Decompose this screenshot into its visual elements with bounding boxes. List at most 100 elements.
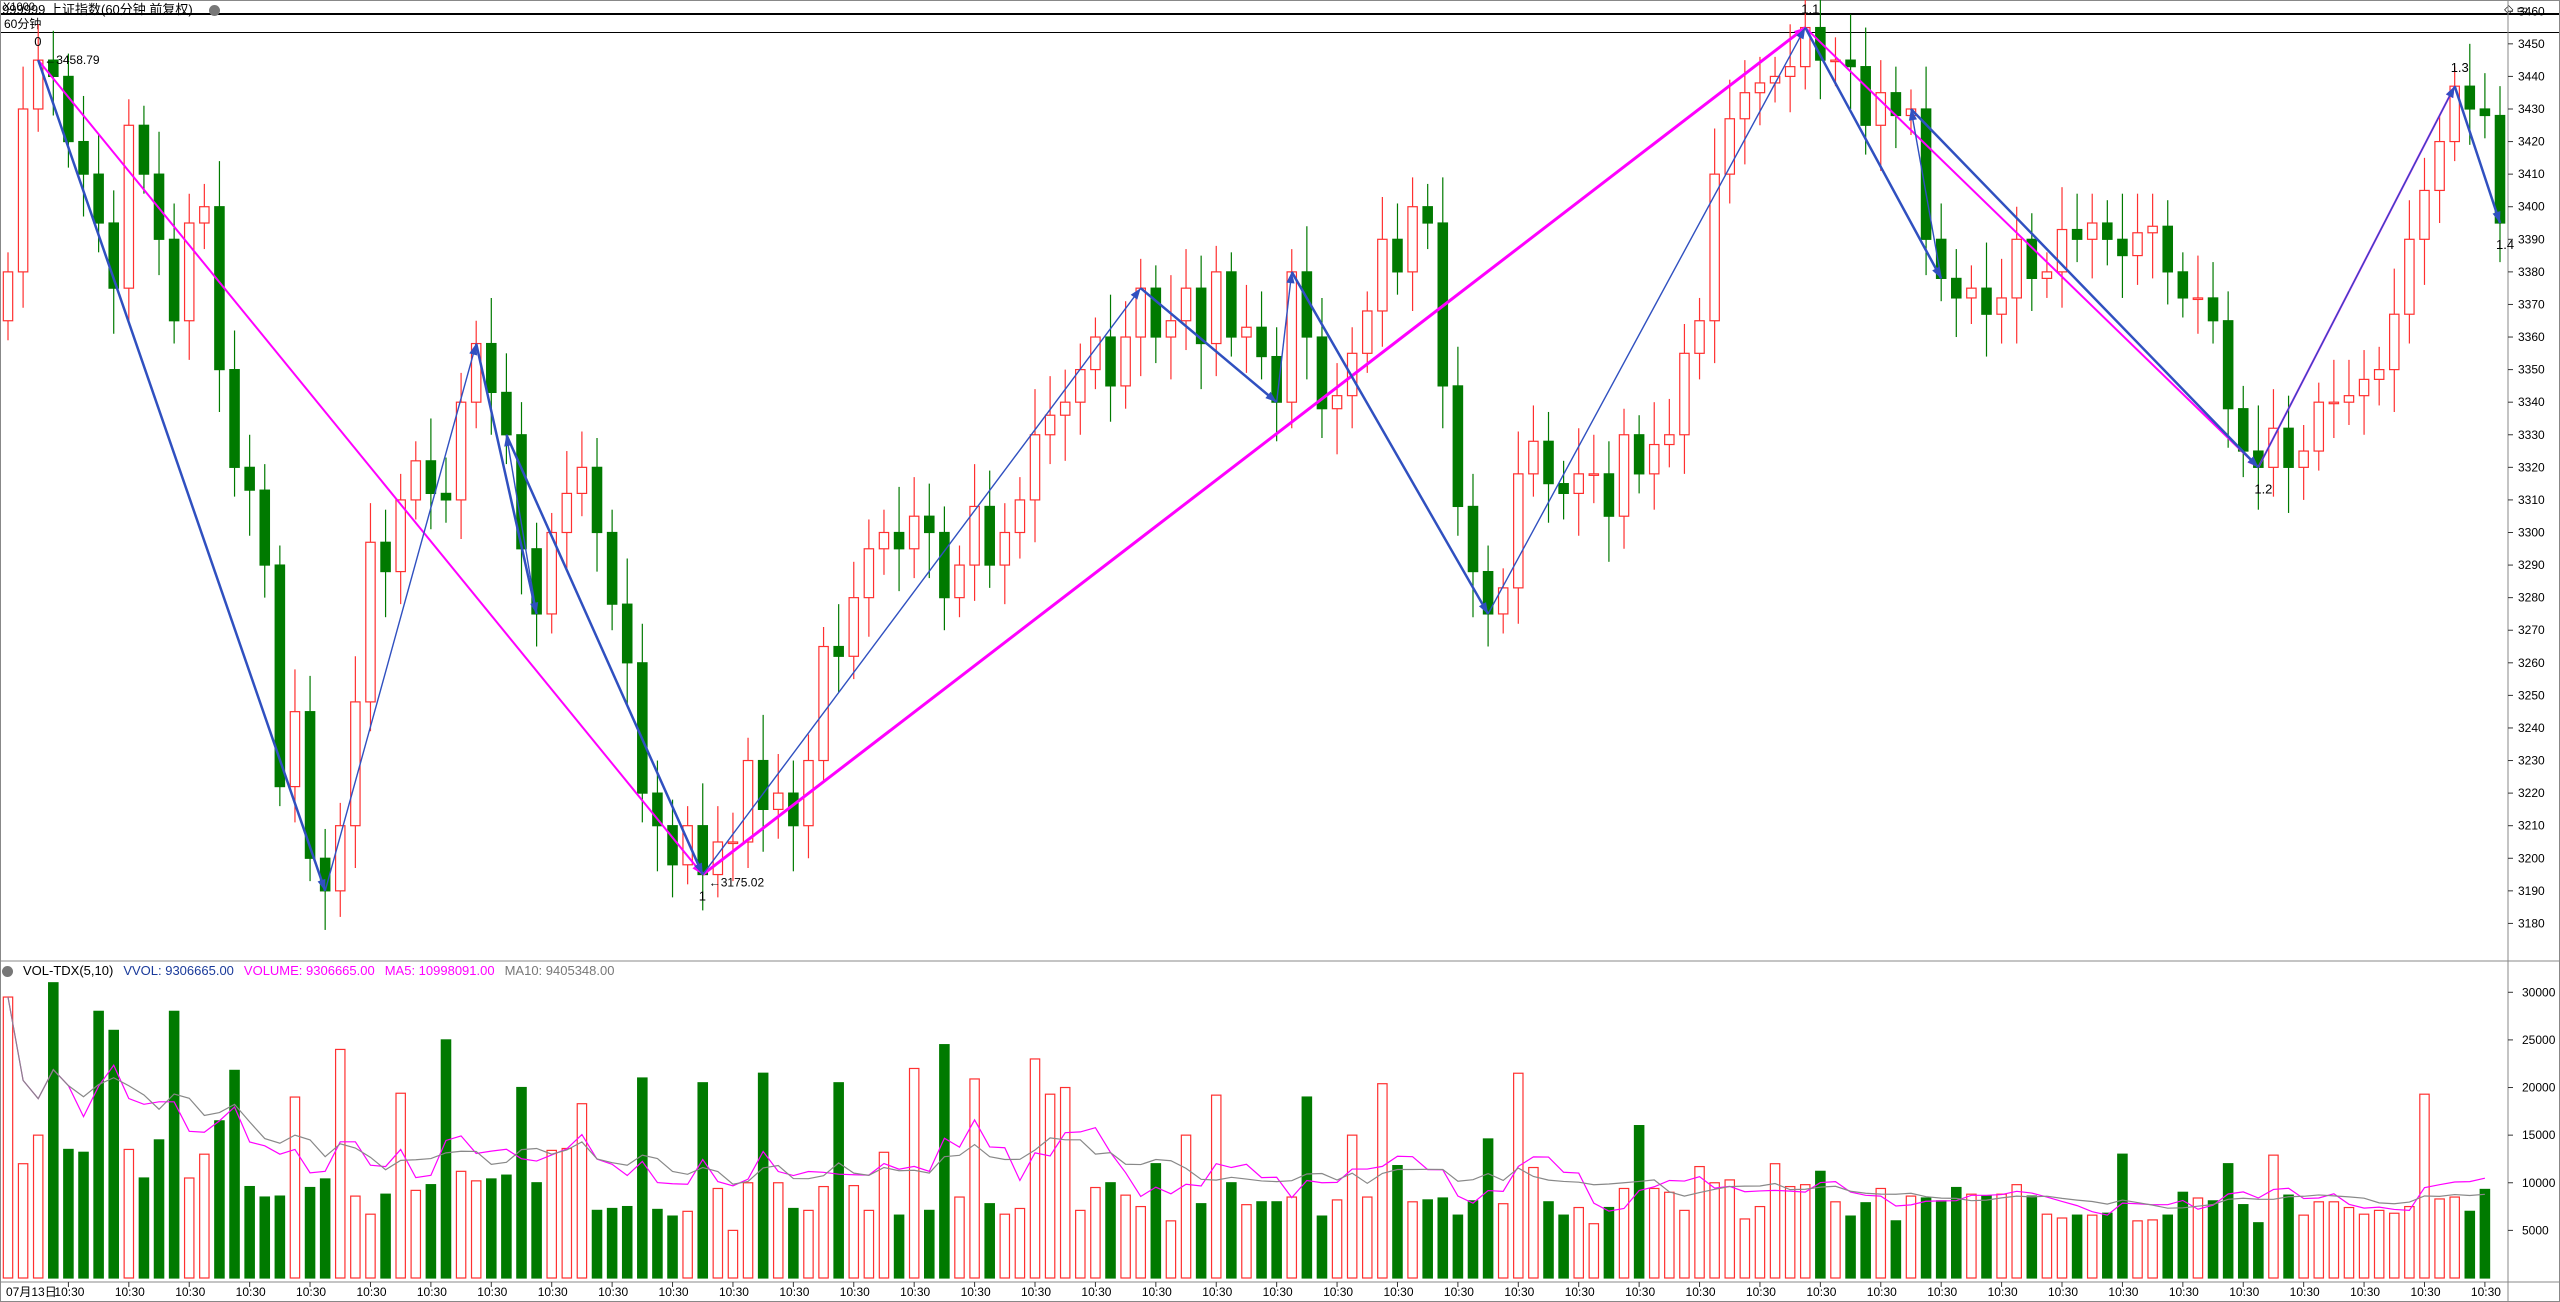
candle-up [1618, 408, 1630, 549]
collapse-icon[interactable] [2, 966, 13, 978]
candle-down [2026, 213, 2038, 311]
volume-bar-up [123, 1148, 135, 1279]
candle-body [1633, 434, 1645, 475]
blue-wave-arrowhead [2247, 456, 2259, 468]
candle-body [1603, 473, 1615, 517]
candle-down [1271, 327, 1282, 442]
volume-bar-down [1890, 1220, 1902, 1279]
time-tick-label: 10:30 [538, 1285, 568, 1299]
candle-up [818, 626, 829, 781]
blue-wave-segment [1910, 108, 1942, 279]
candle-up [1648, 402, 1660, 510]
blue-wave [1487, 27, 1806, 615]
candle-down [1920, 66, 1932, 276]
period-button[interactable]: 60分钟 [0, 14, 2560, 33]
price-tick-label: 3230 [2518, 754, 2545, 768]
volume-bar-up [1996, 1193, 2007, 1279]
candle-up [183, 193, 195, 360]
volume-bar-up [1528, 1166, 1539, 1279]
blue-wave-arrowhead [1286, 271, 1295, 284]
candle-body [1618, 434, 1630, 517]
candle-body [78, 140, 89, 175]
candle-down [501, 353, 512, 465]
volume-bar-down [2162, 1214, 2174, 1279]
candle-body [2011, 238, 2022, 299]
candle-up [2343, 359, 2355, 425]
pink-wave [701, 26, 1807, 876]
window-controls[interactable]: ◇ ▭ [2504, 2, 2528, 16]
time-tick-label: 10:30 [1746, 1285, 1776, 1299]
candle-up [1014, 477, 1026, 559]
settings-dot-icon[interactable] [208, 5, 220, 17]
price-tick-label: 3360 [2518, 330, 2545, 344]
volume-bar-up [954, 1196, 965, 1279]
volume-bar-up [863, 1209, 875, 1279]
candle-body [757, 759, 769, 811]
candle-body [984, 505, 995, 566]
time-tick-label: 10:30 [2350, 1285, 2380, 1299]
time-tick-label: 10:30 [840, 1285, 870, 1299]
volume-bar-up [727, 1229, 739, 1279]
candle-body [2343, 395, 2355, 403]
volume-bar-up [350, 1195, 361, 1279]
candle-body [2434, 140, 2445, 192]
volume-bar-down [1271, 1201, 1282, 1279]
volume-bar-down [425, 1184, 437, 1279]
volume-bar-down [486, 1178, 497, 1279]
volume-tick-label: 20000 [2522, 1081, 2556, 1095]
candle-body [742, 759, 754, 843]
price-tick-label: 3420 [2518, 135, 2545, 149]
volume-bar-up [1361, 1196, 1373, 1279]
candle-down [1543, 411, 1554, 523]
volume-bar-down [2479, 1188, 2491, 1279]
wave-label: 1.4 [2496, 237, 2514, 252]
candle-body [2328, 401, 2340, 405]
volume-bar-up [2328, 1201, 2340, 1279]
candle-body [561, 492, 573, 534]
blue-wave-segment [505, 434, 538, 615]
candle-body [652, 792, 663, 827]
candle-body [969, 505, 980, 566]
candle-body [591, 466, 603, 534]
candle-body [954, 564, 965, 599]
volume-bar-up [2419, 1093, 2430, 1279]
candle-down [2479, 73, 2491, 139]
candle-body [1981, 287, 1992, 315]
ma5-readout: MA5: 10998091.00 [384, 963, 495, 978]
candle-body [259, 489, 271, 566]
candle-body [1195, 287, 1207, 345]
volume-bar-down [833, 1082, 844, 1279]
candle-body [1180, 287, 1192, 322]
wave-label: 1.2 [2254, 481, 2272, 496]
volume-axis: 5000 10000 15000 20000 25000 30000 [2508, 985, 2556, 1237]
price-tick-label: 3280 [2518, 591, 2545, 605]
time-tick-label: 10:30 [1142, 1285, 1172, 1299]
time-tick-label: 10:30 [1081, 1285, 1111, 1299]
volume-bar-up [1407, 1201, 1418, 1279]
volume-bar-up [199, 1153, 210, 1279]
candle-down [1558, 460, 1569, 520]
candle-down [1633, 415, 1645, 494]
candle-up [1679, 324, 1690, 474]
blue-wave-arrowhead [469, 343, 478, 356]
volume-bar-down [637, 1077, 648, 1279]
candle-up [1573, 428, 1584, 536]
volume-bar-up [1014, 1207, 1026, 1279]
candle-body [425, 460, 437, 495]
volume-bar-up [2147, 1219, 2158, 1279]
time-tick-label: 10:30 [1988, 1285, 2018, 1299]
candle-body [2102, 222, 2113, 240]
time-axis: 07月13日 10:30 10:30 10:30 10:30 10:30 10:30 10:3… [6, 1282, 2501, 1299]
candle-body [1286, 271, 1298, 403]
candle-body [999, 531, 1011, 566]
candle-body [2207, 297, 2219, 322]
blue-wave-segment [324, 343, 477, 892]
candle-up [1059, 369, 1071, 461]
price-tick-label: 3240 [2518, 721, 2545, 735]
blue-wave-segment [1804, 26, 1943, 279]
volume-bar-down [1467, 1200, 1479, 1279]
blue-wave-arrowhead [317, 878, 326, 891]
time-tick-label: 10:30 [2229, 1285, 2259, 1299]
candle-body [1739, 92, 1751, 120]
